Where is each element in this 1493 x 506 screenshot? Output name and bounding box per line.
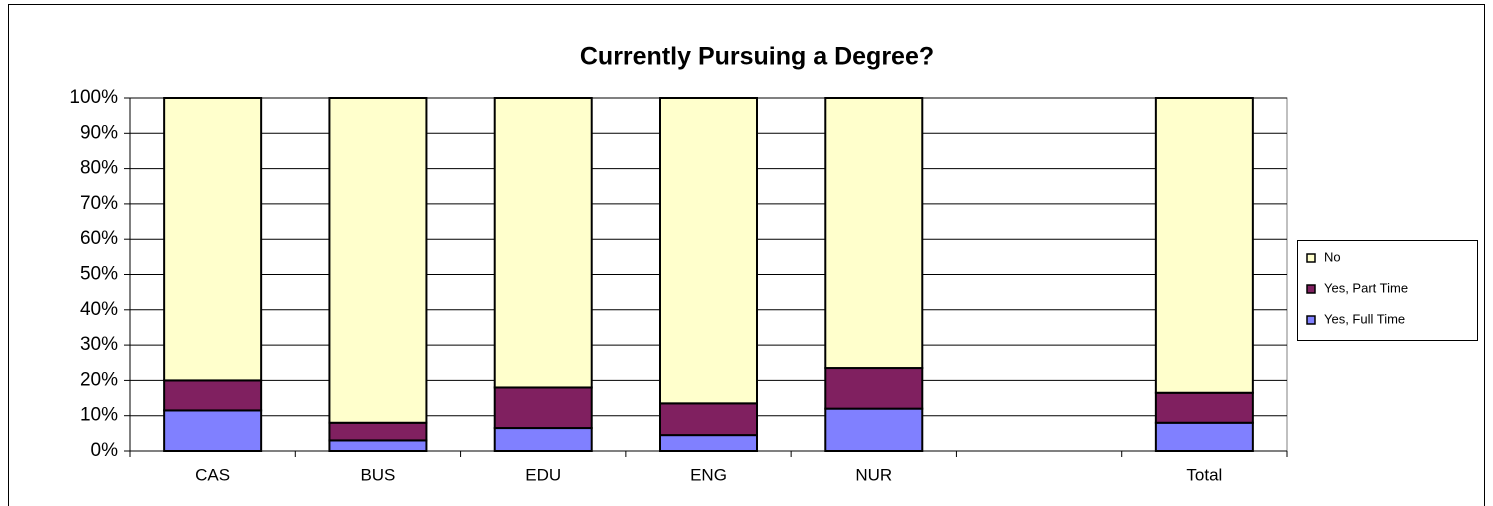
bar-segment [659,402,758,437]
legend-label: No [1324,249,1341,264]
legend-swatch [1306,253,1316,263]
y-tick-label: 60% [80,228,118,249]
bar-segment [659,97,758,405]
bar-segment [328,97,428,424]
y-tick-label: 70% [80,193,118,214]
x-tick-label: ENG [690,465,727,484]
y-tick-label: 0% [91,440,119,461]
bar-segment [824,367,924,410]
legend-box [1297,240,1478,341]
bar-segment [163,379,263,412]
y-tick-label: 90% [80,122,118,143]
legend-label: Yes, Full Time [1324,311,1405,326]
y-tick-label: 100% [69,87,118,108]
bar-segment [1154,391,1254,424]
bar-segment [493,427,593,452]
x-tick-label: BUS [360,465,395,484]
legend-label: Yes, Part Time [1324,280,1408,295]
bar-segment [328,439,428,453]
bar-segment [824,97,924,370]
chart-title: Currently Pursuing a Degree? [580,43,934,71]
y-tick-label: 80% [80,158,118,179]
y-tick-label: 40% [80,299,118,320]
bar-segment [163,97,263,382]
legend-swatch [1306,315,1316,325]
x-tick-label: CAS [195,465,230,484]
x-tick-label: Total [1186,465,1222,484]
bar-segment [659,434,758,452]
bar-segment [493,97,593,389]
x-tick-label: EDU [525,465,561,484]
x-tick-label: NUR [855,465,892,484]
y-tick-label: 30% [80,334,118,355]
bar-segment [824,407,924,453]
bar-segment [1154,421,1254,453]
bar-segment [493,386,593,430]
bar-segment [328,421,428,442]
y-tick-label: 50% [80,264,118,285]
y-tick-label: 10% [80,405,118,426]
bar-segment [1154,97,1254,394]
y-tick-label: 20% [80,369,118,390]
bar-segment [163,409,263,452]
legend-swatch [1306,284,1316,294]
